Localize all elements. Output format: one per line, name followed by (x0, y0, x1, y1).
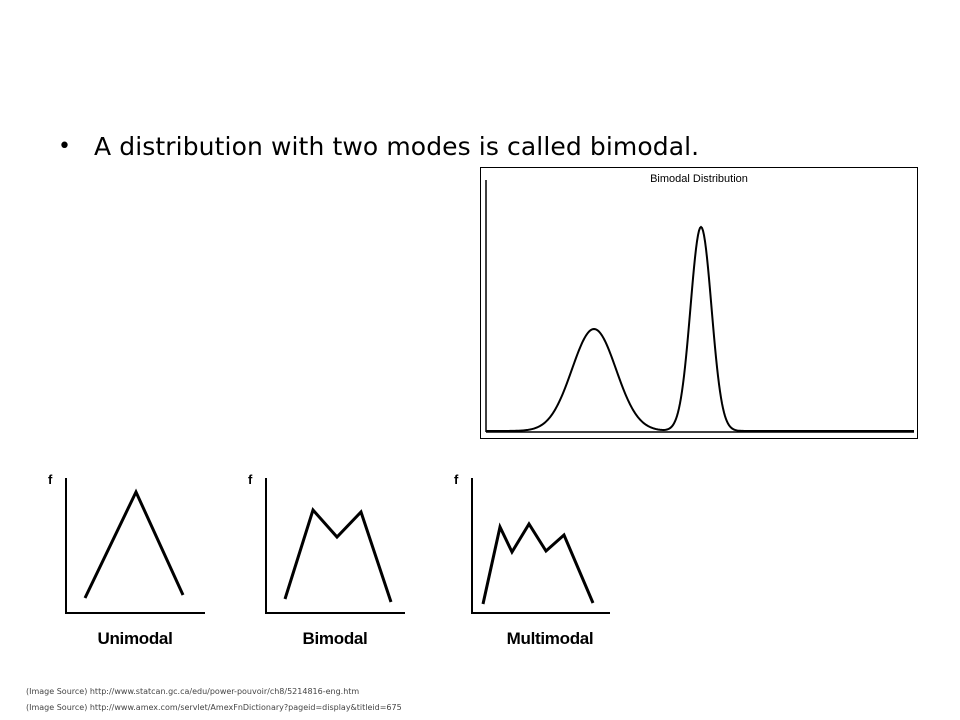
bimodal-small-figure: f Bimodal (240, 468, 430, 653)
bullet-item: • A distribution with two modes is calle… (58, 126, 918, 166)
bimodal-small-line (283, 507, 393, 603)
image-source-2: (Image Source) http://www.amex.com/servl… (26, 703, 402, 712)
unimodal-figure: f Unimodal (40, 468, 230, 653)
image-source-1: (Image Source) http://www.statcan.gc.ca/… (26, 687, 360, 696)
multimodal-axes (471, 478, 610, 614)
unimodal-caption: Unimodal (97, 629, 173, 648)
bimodal-curve-plot (485, 180, 914, 433)
bimodal-small-axes (265, 478, 405, 614)
multimodal-figure: f Multimodal (445, 468, 635, 653)
unimodal-line (83, 488, 185, 599)
bimodal-figure-title: Bimodal Distribution (650, 173, 748, 185)
multimodal-line (481, 521, 595, 605)
unimodal-plot (65, 478, 205, 614)
bullet-dot: • (58, 133, 71, 159)
unimodal-f-label: f (48, 472, 53, 487)
bullet-text: A distribution with two modes is called … (94, 131, 700, 161)
bimodal-distribution-figure: Bimodal Distribution (480, 167, 918, 439)
multimodal-f-label: f (454, 472, 459, 487)
bimodal-f-label: f (248, 472, 253, 487)
multimodal-plot (471, 478, 610, 614)
bimodal-caption: Bimodal (302, 629, 368, 648)
unimodal-axes (65, 478, 205, 614)
bimodal-curve (486, 225, 914, 432)
multimodal-caption: Multimodal (506, 629, 594, 648)
bimodal-small-plot (265, 478, 405, 614)
